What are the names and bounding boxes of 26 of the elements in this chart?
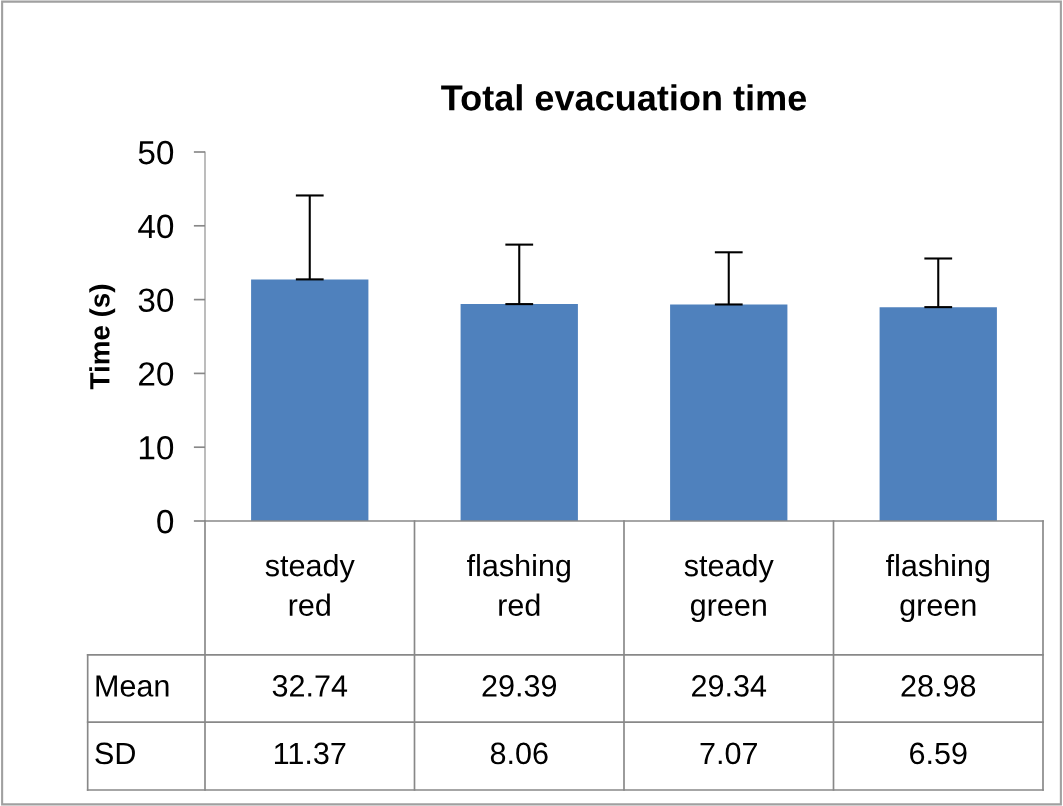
text: 11.37	[274, 742, 346, 765]
data-label: 32.74	[272, 675, 348, 697]
bar	[460, 304, 578, 521]
y-tick-label: 10	[139, 436, 174, 460]
y-axis-title: Time (s)	[89, 284, 116, 390]
bar	[670, 304, 788, 521]
y-tick-label: 20	[139, 362, 174, 386]
text: SD	[95, 742, 135, 765]
y-tick-label: 0	[157, 509, 174, 534]
x-tick-label: flashing green	[886, 553, 989, 622]
bar	[251, 279, 369, 521]
x-tick-label: steady red	[265, 553, 355, 616]
text: 8.06	[490, 742, 548, 765]
bar	[879, 307, 997, 521]
x-tick-label: flashing red	[467, 553, 570, 616]
data-label: 28.98	[901, 675, 976, 697]
text: 6.59	[910, 742, 967, 765]
data-label: 29.34	[692, 675, 767, 697]
text: 7.07	[700, 742, 757, 765]
x-tick-label: steady green	[684, 553, 774, 622]
y-tick-label: 30	[138, 288, 174, 313]
y-tick-label: 50	[138, 140, 174, 165]
text: Mean	[96, 675, 169, 697]
chart-title: Total evacuation time	[441, 84, 807, 111]
data-label: 29.39	[482, 675, 557, 697]
y-tick-label: 40	[138, 214, 174, 239]
